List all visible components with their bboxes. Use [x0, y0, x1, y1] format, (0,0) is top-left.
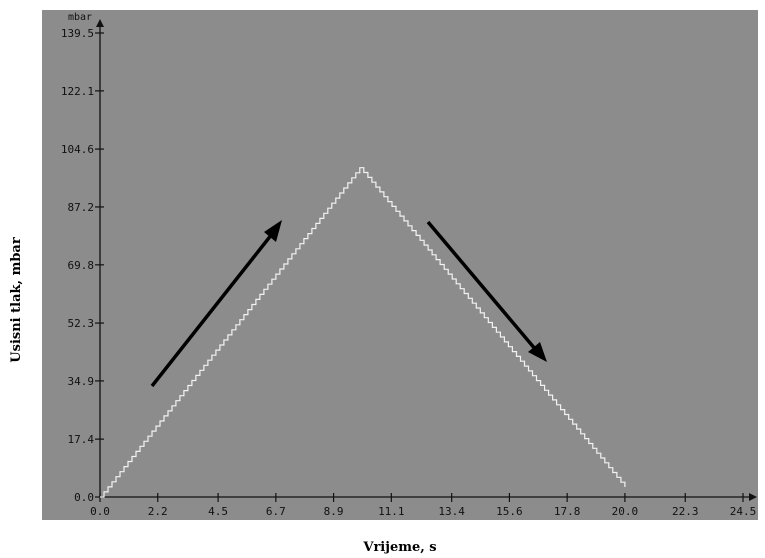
x-axis: 0.0 2.2 4.5 6.7 8.9 11.1 13.4 15.6 17.8 20.0 22.3 2…	[90, 493, 757, 518]
y-tick-label: 139.5	[61, 27, 94, 40]
x-tick-label: 13.4	[438, 505, 465, 518]
series-line	[100, 167, 626, 498]
x-tick-label: 2.2	[148, 505, 168, 518]
rising-arrow-shaft	[150, 232, 274, 388]
rising-arrow-head	[264, 220, 282, 242]
y-tick-label: 52.3	[68, 317, 95, 330]
plot-background	[42, 10, 758, 520]
y-tick-label: 104.6	[61, 143, 94, 156]
falling-arrow-shaft	[426, 220, 538, 352]
y-tick-label: 17.4	[68, 433, 95, 446]
x-tick-label: 20.0	[612, 505, 639, 518]
x-tick-label: 4.5	[208, 505, 228, 518]
y-axis: 0.0 17.4 34.9 52.3 69.8 87.2 104.6 122.1 139.5	[61, 19, 104, 504]
x-tick-label: 0.0	[90, 505, 110, 518]
x-tick-label: 24.5	[730, 505, 757, 518]
x-tick-label: 22.3	[672, 505, 699, 518]
y-tick-label: 69.8	[68, 259, 95, 272]
y-tick-label: 0.0	[74, 491, 94, 504]
y-axis-title: Usisni tlak, mbar	[9, 237, 24, 363]
series-layer	[100, 167, 626, 498]
y-tick-label: 122.1	[61, 85, 94, 98]
x-tick-label: 6.7	[266, 505, 286, 518]
x-axis-arrowhead	[749, 493, 757, 501]
y-tick-label: 87.2	[68, 201, 95, 214]
x-tick-label: 17.8	[554, 505, 581, 518]
trend-arrows	[150, 220, 547, 388]
x-axis-title: Vrijeme, s	[362, 540, 436, 555]
y-tick-label: 34.9	[68, 375, 95, 388]
y-unit-label: mbar	[68, 12, 92, 23]
x-tick-label: 15.6	[496, 505, 523, 518]
x-tick-label: 8.9	[324, 505, 344, 518]
y-axis-arrowhead	[96, 19, 104, 27]
falling-arrow-head	[528, 342, 547, 362]
x-tick-label: 11.1	[378, 505, 405, 518]
